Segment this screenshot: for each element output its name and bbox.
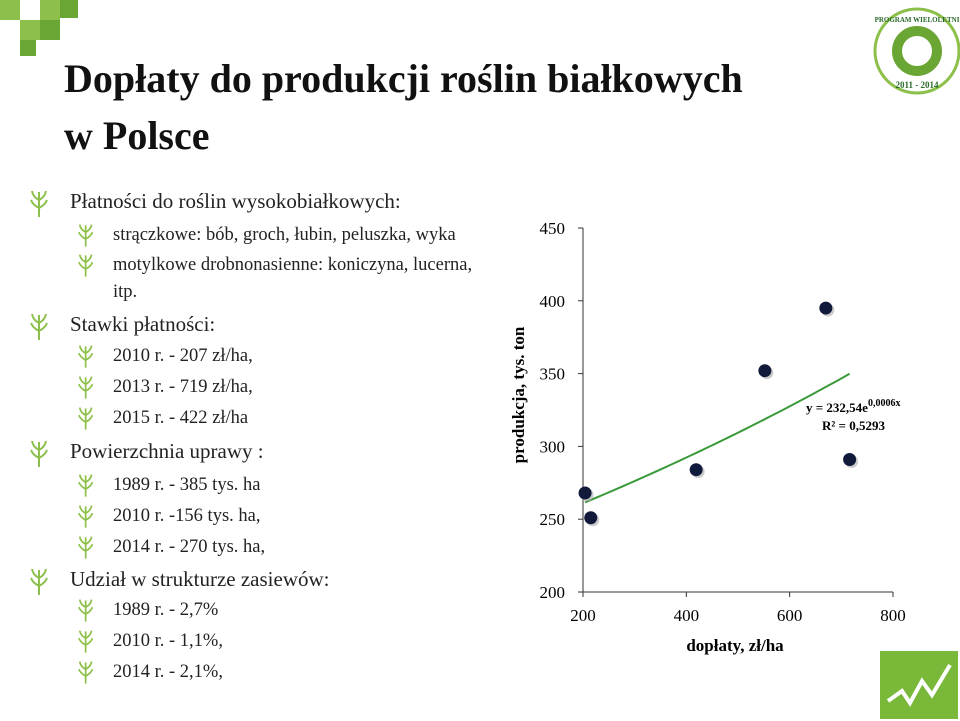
point <box>578 486 592 500</box>
bullet-icon <box>30 190 48 217</box>
logo-text: PROGRAM WIELOLETNI <box>875 16 960 24</box>
bullet-icon <box>78 474 94 497</box>
bullet-icon <box>78 224 94 247</box>
y-tick-label: 200 <box>540 583 566 602</box>
x-tick-label: 400 <box>674 606 700 625</box>
title-line: w Polsce <box>64 113 210 158</box>
x-tick-label: 800 <box>880 606 906 625</box>
y-tick-label: 350 <box>540 365 566 384</box>
section-item: 2010 r. - 207 zł/ha, <box>113 346 253 366</box>
section-item: 2014 r. - 2,1%, <box>113 662 223 682</box>
r-squared: R² = 0,5293 <box>822 418 885 433</box>
section-item: strączkowe: bób, groch, łubin, peluszka,… <box>113 225 456 245</box>
point <box>689 463 703 477</box>
section-heading: Powierzchnia uprawy : <box>70 439 264 463</box>
bullet-icon <box>78 661 94 684</box>
equation: y = 232,54e0,0006x <box>806 398 900 415</box>
corner-logo <box>0 0 78 56</box>
program-logo: PROGRAM WIELOLETNI 2011 - 2014 <box>873 7 960 95</box>
section-item: 2010 r. -156 tys. ha, <box>113 506 261 526</box>
bullet-icon <box>78 254 94 277</box>
bullet-icon <box>78 407 94 430</box>
y-tick-label: 400 <box>540 292 566 311</box>
section-item: 2010 r. - 1,1%, <box>113 631 223 651</box>
corner-icon <box>880 651 958 719</box>
bullet-icon <box>78 536 94 559</box>
bullet-icon <box>78 630 94 653</box>
y-tick-label: 450 <box>540 219 566 238</box>
section-item: 1989 r. - 2,7% <box>113 600 219 620</box>
section-item: motylkowe drobnonasienne: koniczyna, luc… <box>113 255 473 302</box>
bullet-icon <box>30 313 48 340</box>
x-tick-label: 600 <box>777 606 803 625</box>
y-tick-label: 300 <box>540 437 566 456</box>
bullet-icon <box>78 376 94 399</box>
y-axis-label: produkcja, tys. ton <box>509 326 528 463</box>
section-item: 2015 r. - 422 zł/ha <box>113 408 249 428</box>
logo-years: 2011 - 2014 <box>895 80 939 90</box>
section-item: 2013 r. - 719 zł/ha, <box>113 377 253 397</box>
bullet-icon <box>30 568 48 595</box>
bullet-icon <box>30 440 48 467</box>
trendline <box>584 372 851 504</box>
equation-exponent: 0,0006x <box>868 398 901 409</box>
equation-base: y = 232,54e <box>806 400 868 415</box>
section-item: 1989 r. - 385 tys. ha <box>113 475 261 495</box>
x-axis-label: dopłaty, zł/ha <box>686 636 784 655</box>
point <box>819 301 833 315</box>
section-item: 2014 r. - 270 tys. ha, <box>113 537 266 557</box>
bullet-icon <box>78 345 94 368</box>
y-tick-label: 250 <box>540 510 566 529</box>
section-heading: Stawki płatności: <box>70 312 216 336</box>
bullet-icon <box>78 599 94 622</box>
bullet-icon <box>78 505 94 528</box>
point <box>843 453 857 467</box>
point <box>584 511 598 525</box>
section-heading: Udział w strukturze zasiewów: <box>70 567 330 591</box>
point <box>758 364 772 378</box>
section-heading: Płatności do roślin wysokobiałkowych: <box>70 189 401 213</box>
x-tick-label: 200 <box>570 606 596 625</box>
title-line: Dopłaty do produkcji roślin białkowych <box>64 56 743 101</box>
